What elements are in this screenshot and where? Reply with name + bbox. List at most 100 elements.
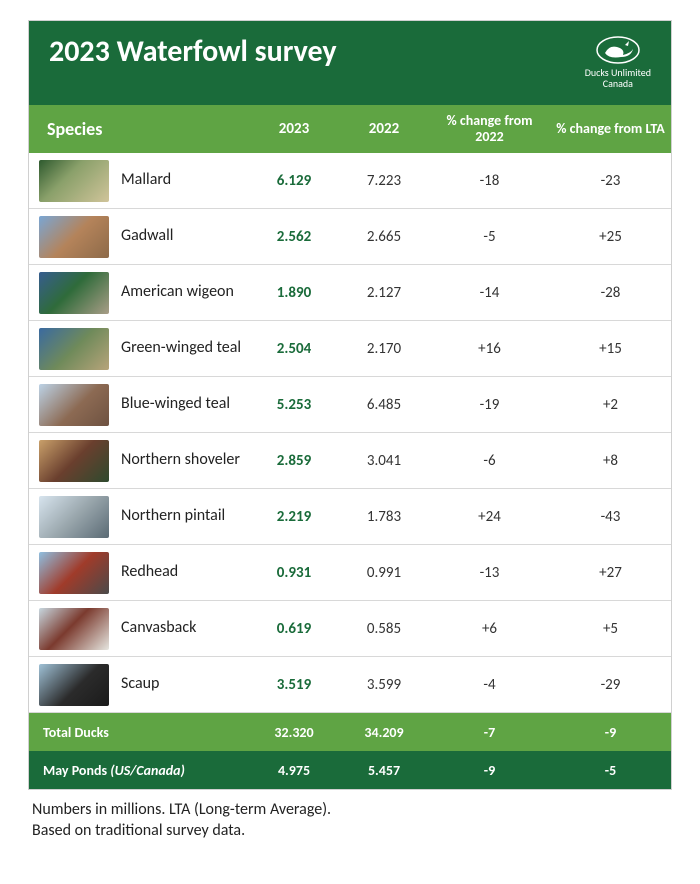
val-2022: 6.485 [339,396,429,414]
species-name: Blue-winged teal [121,395,230,413]
footnote-line2: Based on traditional survey data. [32,821,668,842]
val-2023: 3.519 [249,676,339,694]
val-2022: 0.991 [339,564,429,582]
total-ducks-2023: 32.320 [249,724,339,741]
total-ducks-label: Total Ducks [29,724,249,741]
val-pctlta: +27 [550,564,671,582]
survey-panel: 2023 Waterfowl survey Ducks Unlimited Ca… [28,20,672,790]
val-pct22: +24 [429,508,550,526]
table-row: Gadwall 2.5622.665-5+25 [29,209,671,265]
val-2023: 1.890 [249,284,339,302]
duck-icon [595,35,641,65]
species-thumb [39,384,109,426]
species-name: Green-winged teal [121,339,241,357]
total-ponds-pctlta: -5 [550,762,671,779]
table-row: Northern shoveler2.8593.041-6+8 [29,433,671,489]
species-cell: Northern shoveler [29,434,249,488]
total-ponds-2023: 4.975 [249,762,339,779]
table-row: Mallard6.1297.223-18-23 [29,153,671,209]
species-cell: Gadwall [29,210,249,264]
species-name: Northern shoveler [121,451,240,469]
val-pctlta: +2 [550,396,671,414]
species-name: Scaup [121,675,159,693]
val-pct22: -14 [429,284,550,302]
table-row: Northern pintail 2.2191.783+24-43 [29,489,671,545]
ponds-label-b: (US/Canada) [110,762,185,779]
species-cell: Green-winged teal [29,322,249,376]
val-pctlta: -43 [550,508,671,526]
val-pct22: -18 [429,172,550,190]
total-ducks-2022: 34.209 [339,724,429,741]
total-ducks-row: Total Ducks 32.320 34.209 -7 -9 [29,713,671,751]
species-cell: Scaup [29,658,249,712]
total-ducks-pct22: -7 [429,724,550,741]
species-name: American wigeon [121,283,234,301]
brand-line2: Canada [585,78,651,89]
val-2022: 2.170 [339,340,429,358]
table-row: Canvasback0.6190.585+6+5 [29,601,671,657]
total-ponds-2022: 5.457 [339,762,429,779]
total-ponds-row: May Ponds (US/Canada) 4.975 5.457 -9 -5 [29,751,671,789]
val-2022: 2.127 [339,284,429,302]
table-row: American wigeon 1.8902.127-14-28 [29,265,671,321]
val-2022: 7.223 [339,172,429,190]
col-pctlta: % change from LTA [550,113,671,145]
val-2023: 6.129 [249,172,339,190]
total-ponds-label: May Ponds (US/Canada) [29,762,249,779]
species-cell: Northern pintail [29,490,249,544]
val-pct22: -13 [429,564,550,582]
total-ponds-pct22: -9 [429,762,550,779]
ponds-label-a: May Ponds [43,762,110,779]
species-cell: Canvasback [29,602,249,656]
species-thumb [39,608,109,650]
species-thumb [39,664,109,706]
table-header: Species 2023 2022 % change from 2022 % c… [29,105,671,153]
table-row: Redhead 0.9310.991-13+27 [29,545,671,601]
col-species: Species [29,106,249,152]
page-title: 2023 Waterfowl survey [49,33,337,70]
species-name: Canvasback [121,619,196,637]
val-2023: 2.504 [249,340,339,358]
val-pctlta: +5 [550,620,671,638]
footnote-line1: Numbers in millions. LTA (Long-term Aver… [32,800,668,821]
species-cell: Mallard [29,154,249,208]
val-2023: 0.931 [249,564,339,582]
species-name: Redhead [121,563,178,581]
species-thumb [39,272,109,314]
val-pctlta: +15 [550,340,671,358]
table-row: Scaup3.5193.599-4-29 [29,657,671,713]
val-pctlta: +25 [550,228,671,246]
val-2022: 1.783 [339,508,429,526]
val-pct22: -6 [429,452,550,470]
val-pctlta: -28 [550,284,671,302]
footnote: Numbers in millions. LTA (Long-term Aver… [28,790,672,842]
val-2023: 2.219 [249,508,339,526]
val-2023: 2.562 [249,228,339,246]
val-pct22: +16 [429,340,550,358]
val-pct22: -5 [429,228,550,246]
species-thumb [39,160,109,202]
val-2022: 3.041 [339,452,429,470]
table-row: Green-winged teal 2.5042.170+16+15 [29,321,671,377]
species-thumb [39,440,109,482]
total-ducks-pctlta: -9 [550,724,671,741]
title-bar: 2023 Waterfowl survey Ducks Unlimited Ca… [29,21,671,105]
species-cell: American wigeon [29,266,249,320]
species-thumb [39,216,109,258]
species-thumb [39,496,109,538]
species-name: Gadwall [121,227,173,245]
species-thumb [39,552,109,594]
val-pct22: -19 [429,396,550,414]
val-pct22: +6 [429,620,550,638]
val-2023: 5.253 [249,396,339,414]
species-cell: Blue-winged teal [29,378,249,432]
val-pctlta: +8 [550,452,671,470]
species-name: Northern pintail [121,507,225,525]
species-cell: Redhead [29,546,249,600]
val-pct22: -4 [429,676,550,694]
brand-logo: Ducks Unlimited Canada [585,33,651,89]
val-2022: 3.599 [339,676,429,694]
col-2022: 2022 [339,110,429,148]
table-row: Blue-winged teal 5.2536.485-19+2 [29,377,671,433]
val-2022: 2.665 [339,228,429,246]
